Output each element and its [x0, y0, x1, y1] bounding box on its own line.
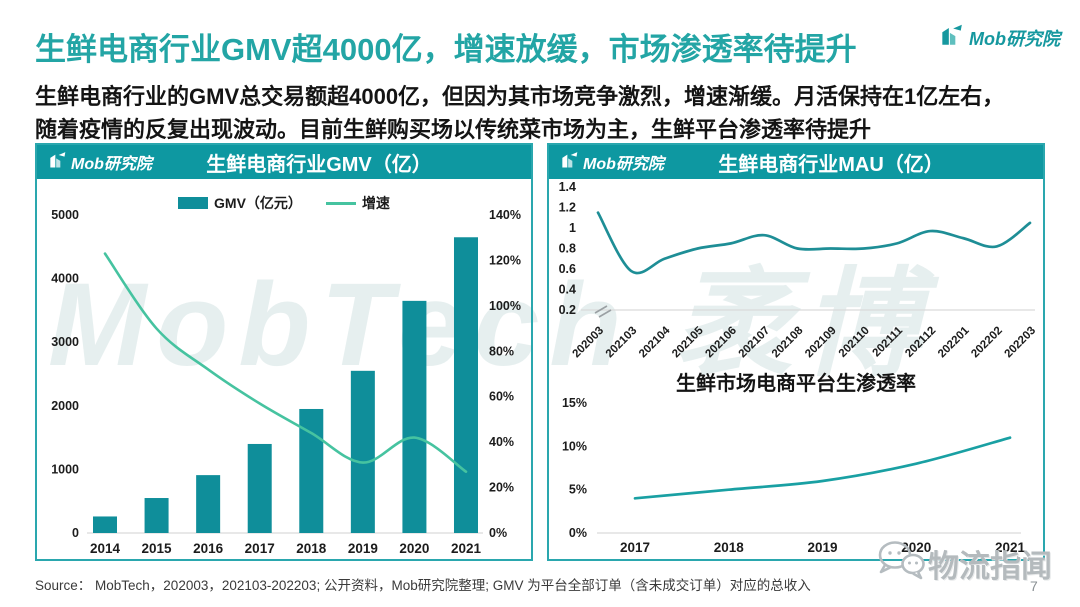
growth-line-swatch — [325, 201, 356, 205]
gmv-right-tick: 0% — [489, 526, 507, 540]
legend-item-gmv: GMV（亿元） — [178, 193, 302, 213]
pen-x-label: 2021 — [995, 540, 1026, 555]
gmv-right-tick: 60% — [489, 390, 514, 404]
gmv-x-label: 2017 — [245, 541, 275, 556]
gmv-x-label: 2016 — [193, 541, 224, 556]
gmv-left-tick: 1000 — [51, 462, 79, 476]
gmv-x-label: 2020 — [399, 541, 429, 556]
subtitle-line-1: 生鲜电商行业的GMV总交易额超4000亿，但因为其市场竞争激烈，增速渐缓。月活保… — [35, 84, 1005, 109]
mob-building-icon — [47, 150, 67, 175]
mau-x-label: 202109 — [803, 325, 839, 361]
pen-y-tick: 15% — [562, 397, 587, 410]
gmv-right-tick: 80% — [489, 344, 514, 358]
wechat-chat-icon — [874, 538, 926, 588]
gmv-x-label: 2018 — [296, 541, 327, 556]
gmv-bar-swatch — [178, 197, 209, 209]
wuliu-watermark-text: 物流指闻 — [928, 548, 1052, 584]
gmv-chart-panel: Mob研究院 生鲜电商行业GMV（亿） GMV（亿元） 增速 0 1000 2000… — [35, 143, 533, 561]
gmv-right-tick: 120% — [489, 253, 521, 267]
gmv-legend-label: GMV（亿元） — [214, 195, 302, 211]
gmv-bar-2017 — [247, 443, 272, 533]
gmv-right-tick: 40% — [489, 435, 514, 449]
subtitle-line-2: 随着疫情的反复出现波动。目前生鲜购买场以传统菜市场为主，生鲜平台渗透率待提升 — [35, 117, 872, 142]
mob-building-icon — [559, 150, 579, 175]
mau-panel-header: Mob研究院 生鲜电商行业MAU（亿） — [549, 145, 1043, 179]
gmv-left-tick: 3000 — [51, 335, 79, 349]
mau-x-label: 202203 — [1002, 325, 1038, 361]
growth-line — [103, 252, 468, 473]
mau-x-label: 202003 — [571, 325, 607, 361]
penetration-chart-title: 生鲜市场电商平台生渗透率 — [676, 373, 916, 395]
mob-logo-small: Mob研究院 — [47, 145, 152, 179]
gmv-bar-2020 — [402, 300, 427, 533]
pen-x-label: 2017 — [620, 540, 650, 555]
axis-break-icon — [594, 305, 612, 318]
mau-x-label: 202110 — [837, 325, 872, 360]
mau-y-tick: 0.8 — [559, 242, 576, 256]
mau-line — [596, 211, 1032, 275]
mau-x-label: 202202 — [969, 325, 1005, 361]
pen-x-label: 2018 — [714, 540, 745, 555]
gmv-bar-2016 — [196, 475, 221, 533]
mau-y-tick: 1 — [569, 221, 576, 235]
mau-x-label: 202201 — [936, 324, 972, 360]
page-number: 7 — [1030, 578, 1038, 594]
gmv-x-label: 2014 — [90, 541, 121, 556]
gmv-chart-svg: 0 1000 2000 3000 4000 5000 0% 20% 40% 60% 80% 100% 1… — [51, 208, 521, 556]
mau-y-tick: 0.2 — [559, 303, 576, 317]
gmv-left-tick: 4000 — [51, 272, 79, 286]
page-subtitle: 生鲜电商行业的GMV总交易额超4000亿，但因为其市场竞争激烈，增速渐缓。月活保… — [35, 80, 1004, 146]
mau-chart-title: 生鲜电商行业MAU（亿） — [718, 153, 944, 176]
gmv-x-label: 2021 — [451, 541, 482, 556]
pen-y-tick: 5% — [569, 483, 587, 497]
mau-x-label: 202104 — [637, 324, 673, 360]
gmv-right-tick: 100% — [489, 299, 521, 313]
mau-x-label: 202105 — [670, 324, 706, 360]
wuliu-watermark: 物流指闻 — [874, 538, 1052, 588]
source-note: Source： MobTech，202003，202103-202203; 公开… — [35, 578, 811, 593]
mau-x-label: 202108 — [770, 324, 806, 360]
mob-logo-text: Mob研究院 — [583, 156, 664, 173]
mau-y-tick: 0.4 — [559, 283, 576, 297]
gmv-x-label: 2019 — [348, 541, 378, 556]
gmv-left-tick: 5000 — [51, 208, 79, 222]
mau-chart-panel: Mob研究院 生鲜电商行业MAU（亿） 1.4 1.2 1 0.8 0.6 0.4 0.2 2… — [547, 143, 1045, 561]
gmv-right-tick: 20% — [489, 481, 514, 495]
mob-logo: Mob研究院 — [938, 22, 1060, 53]
gmv-left-tick: 0 — [72, 526, 79, 540]
mau-y-tick: 1.4 — [559, 180, 576, 194]
mau-x-label: 202107 — [737, 325, 773, 361]
gmv-right-tick: 140% — [489, 208, 521, 222]
pen-y-tick: 10% — [562, 439, 587, 453]
page-title: 生鲜电商行业GMV超4000亿，增速放缓，市场渗透率待提升 — [35, 32, 857, 67]
mau-y-tick: 1.2 — [559, 201, 576, 215]
mau-y-tick: 0.6 — [559, 262, 576, 276]
gmv-chart-legend: GMV（亿元） 增速 — [37, 193, 531, 213]
mob-logo-small: Mob研究院 — [559, 145, 664, 179]
mau-x-label: 202111 — [870, 324, 905, 359]
pen-y-tick: 0% — [569, 526, 587, 540]
mau-chart-svg: 1.41.210.80.60.40.2202003202103202104202… — [559, 180, 1039, 361]
pen-x-label: 2019 — [807, 540, 837, 555]
mob-building-icon — [938, 22, 964, 53]
gmv-chart-title: 生鲜电商行业GMV（亿） — [206, 153, 432, 176]
gmv-panel-header: Mob研究院 生鲜电商行业GMV（亿） — [37, 145, 531, 179]
mob-logo-text: Mob研究院 — [969, 28, 1060, 49]
mob-logo-text: Mob研究院 — [71, 156, 152, 173]
penetration-chart-svg: 15%10%5%0%2017 2018 2019 2020 2021 — [562, 397, 1026, 555]
gmv-bar-2019 — [350, 370, 375, 533]
gmv-bar-2015 — [144, 498, 169, 533]
gmv-bar-2021 — [453, 237, 478, 533]
legend-item-growth: 增速 — [325, 193, 390, 213]
gmv-left-tick: 2000 — [51, 399, 79, 413]
mau-x-label: 202112 — [903, 325, 938, 360]
mau-x-label: 202106 — [703, 325, 739, 361]
gmv-x-label: 2015 — [142, 541, 173, 556]
mau-x-label: 202103 — [604, 325, 640, 361]
growth-legend-label: 增速 — [361, 195, 390, 211]
gmv-bar-2014 — [93, 516, 117, 533]
pen-line — [633, 436, 1012, 500]
